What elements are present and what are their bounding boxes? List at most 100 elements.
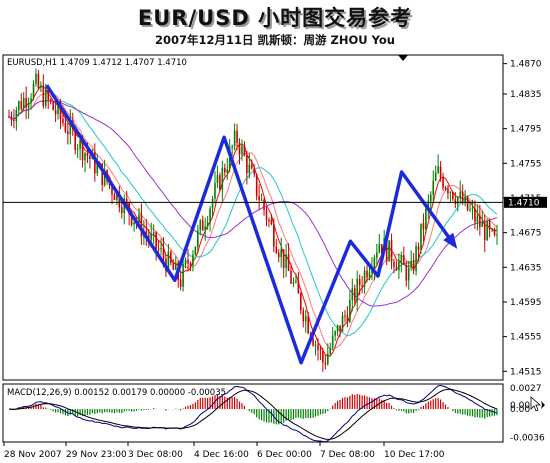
candle-body xyxy=(422,223,425,230)
candle-body xyxy=(312,338,314,346)
price-tick-label: 1.4635 xyxy=(510,263,542,273)
candle-body xyxy=(145,230,148,236)
candle-body xyxy=(89,155,91,159)
candle-body xyxy=(368,272,371,278)
candle-body xyxy=(388,240,390,262)
candle-body xyxy=(209,208,211,223)
time-tick-label: 28 Nov 2007 xyxy=(4,450,62,460)
candle-body xyxy=(248,164,251,174)
candle-body xyxy=(130,214,133,225)
candle-body xyxy=(361,285,363,287)
candle-body xyxy=(96,164,99,174)
candle-body xyxy=(349,300,351,322)
candle-body xyxy=(491,229,493,231)
candle-body xyxy=(214,182,216,199)
macd-signal-line xyxy=(9,388,498,440)
candle-body xyxy=(258,196,260,200)
candle-body xyxy=(25,97,27,108)
candle-body xyxy=(444,187,447,189)
candle-body xyxy=(412,261,415,271)
candle-body xyxy=(452,192,454,200)
candle-body xyxy=(476,215,479,222)
candle-body xyxy=(425,209,427,230)
candle-body xyxy=(285,254,287,268)
candle-body xyxy=(197,230,199,247)
candle-body xyxy=(405,264,408,281)
candle-body xyxy=(184,259,187,265)
candle-body xyxy=(69,120,72,135)
candle-body xyxy=(300,293,302,311)
candle-body xyxy=(13,119,15,122)
candle-body xyxy=(456,197,459,205)
candle-body xyxy=(30,98,32,103)
candle-body xyxy=(488,221,491,230)
page-subtitle: 2007年12月11日 凯斯顿：周游 ZHOU You xyxy=(155,33,395,47)
candle-body xyxy=(341,315,344,332)
candle-body xyxy=(118,191,121,208)
time-axis: 28 Nov 2007 29 Nov 23:00 3 Dec 08:00 4 Dec … xyxy=(3,442,445,460)
candle-body xyxy=(429,194,432,201)
candle-body xyxy=(263,199,265,210)
candle-body xyxy=(10,116,13,120)
candle-body xyxy=(150,233,153,240)
candle-body xyxy=(64,123,67,132)
candle-body xyxy=(67,131,69,135)
macd-line xyxy=(8,384,498,443)
candle-body xyxy=(47,89,50,100)
candle-body xyxy=(40,85,42,88)
candle-body xyxy=(18,101,20,111)
candle-body xyxy=(201,220,204,231)
candle-body xyxy=(479,215,481,227)
candle-body xyxy=(398,261,400,271)
candle-body xyxy=(324,362,327,365)
candle-body xyxy=(353,288,356,301)
candle-body xyxy=(172,262,175,270)
candle-body xyxy=(400,255,403,262)
candle-body xyxy=(246,155,248,174)
candle-body xyxy=(37,73,40,88)
candle-body xyxy=(329,347,332,354)
wave-path xyxy=(45,84,457,365)
macd-panel xyxy=(2,383,504,443)
candle-body xyxy=(439,166,442,178)
candle-body xyxy=(84,153,86,161)
candle-body xyxy=(434,172,437,181)
candle-body xyxy=(302,310,305,322)
price-tick-label: 1.4755 xyxy=(510,159,542,169)
candle-body xyxy=(297,280,300,294)
time-tick-label: 7 Dec 08:00 xyxy=(320,450,375,460)
candle-body xyxy=(199,220,202,231)
candle-body xyxy=(160,247,162,250)
price-tick-label: 1.4555 xyxy=(510,333,542,343)
candle-body xyxy=(194,246,197,255)
macd-axis-ticks: 0.0027 0.000.00 -0.0036 xyxy=(510,384,545,443)
candle-body xyxy=(464,196,466,204)
candle-body xyxy=(147,235,150,240)
candle-body xyxy=(322,350,324,363)
candle-body xyxy=(314,344,317,346)
candle-body xyxy=(334,331,336,336)
candle-body xyxy=(336,325,339,332)
candle-body xyxy=(390,240,393,262)
candle-body xyxy=(250,164,253,169)
candle-body xyxy=(344,315,346,317)
candle-body xyxy=(481,222,484,227)
candle-body xyxy=(76,148,79,150)
macd-tick-label: -0.0036 xyxy=(510,433,545,443)
candle-body xyxy=(174,262,177,270)
macd-tick-label: 0.00 xyxy=(510,405,530,415)
candle-body xyxy=(380,244,383,254)
candle-body xyxy=(133,222,135,225)
candle-body xyxy=(466,196,469,210)
candle-body xyxy=(204,226,206,231)
candle-body xyxy=(493,229,496,236)
candle-body xyxy=(496,234,498,236)
candle-body xyxy=(273,224,275,247)
candle-body xyxy=(140,214,143,237)
shift-marker-icon xyxy=(398,55,408,61)
candle-body xyxy=(116,191,118,201)
candle-body xyxy=(339,325,341,332)
candle-body xyxy=(219,175,221,190)
candle-body xyxy=(42,85,45,106)
candle-body xyxy=(216,175,219,183)
